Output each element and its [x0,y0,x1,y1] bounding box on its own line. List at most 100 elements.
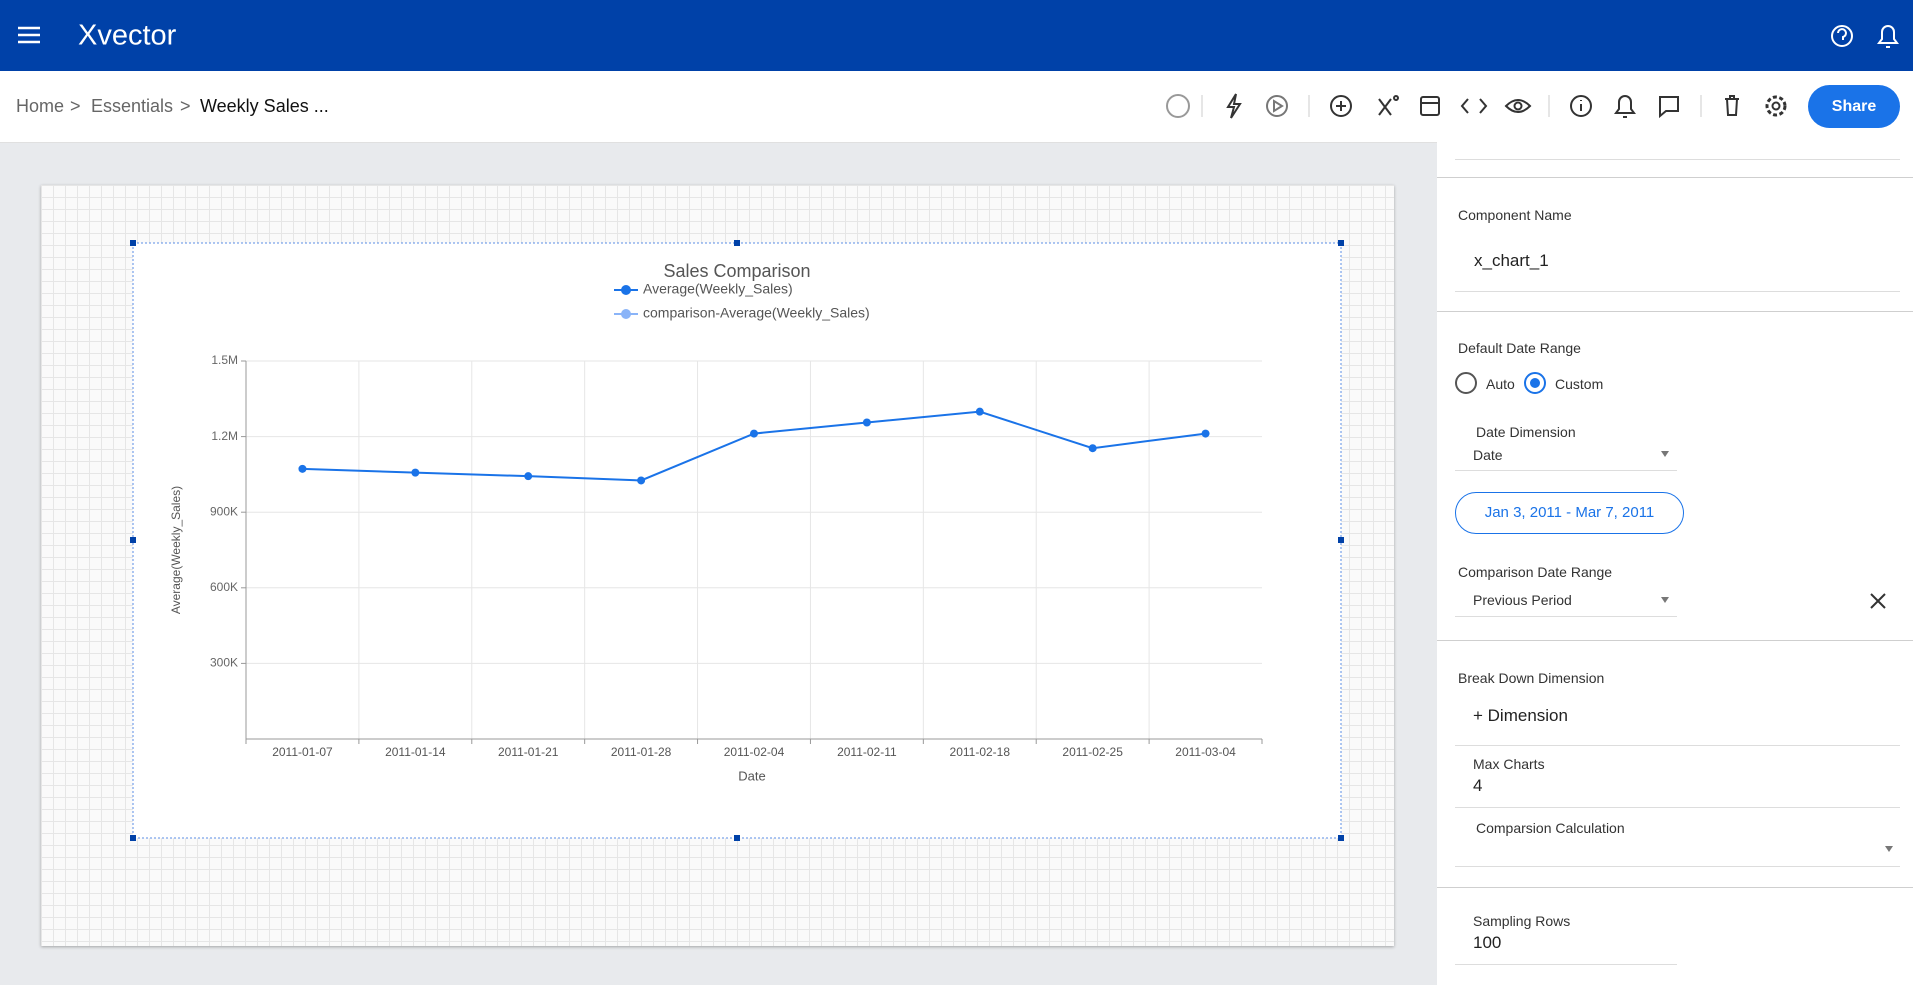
max-charts-input[interactable]: 4 [1473,776,1483,795]
add-button[interactable] [1330,95,1352,117]
y-tick-label: 900K [210,504,238,518]
legend-marker [621,285,631,295]
data-point [975,407,984,416]
divider [1437,640,1913,641]
resize-handle [1338,835,1344,841]
y-tick-label: 300K [210,656,238,670]
input-underline [1455,470,1677,471]
breadcrumb-essentials[interactable]: Essentials [91,96,174,116]
top-bar [0,0,1913,71]
x-tick-label: 2011-02-25 [1062,745,1123,759]
menu-button[interactable] [18,26,40,44]
legend-label: Average(Weekly_Sales) [643,281,793,297]
date-range-button[interactable]: Jan 3, 2011 - Mar 7, 2011 [1455,492,1684,534]
status-icon[interactable] [1166,94,1190,118]
run-button[interactable] [1266,95,1288,117]
resize-handle [130,537,136,543]
data-point [750,429,758,438]
radio-custom-label[interactable]: Custom [1555,376,1604,392]
comparison-date-range-select[interactable]: Previous Period [1473,592,1572,608]
clear-comparison-button[interactable] [1868,591,1888,611]
comparison-date-range-label: Comparison Date Range [1458,564,1613,580]
resize-handle [1338,537,1344,543]
resize-handle [734,240,740,246]
code-button[interactable] [1460,98,1488,114]
toolbar [1166,93,1787,119]
settings-button[interactable] [1765,95,1787,117]
resize-handle [130,835,136,841]
input-underline [1455,745,1900,746]
add-dimension-button[interactable]: + Dimension [1473,706,1568,725]
radio-auto[interactable] [1455,372,1477,394]
data-point [1088,444,1097,453]
radio-custom[interactable] [1524,372,1546,394]
breadcrumb-current: Weekly Sales ... [200,96,329,116]
data-point [411,468,420,477]
y-tick-label: 1.2M [211,429,238,443]
x-tick-label: 2011-03-04 [1175,745,1236,759]
radio-icons [1455,372,1546,394]
date-dimension-select[interactable]: Date [1473,447,1503,463]
data-point [862,418,871,427]
trigger-button[interactable] [1226,93,1242,119]
x-tick-label: 2011-02-04 [724,745,785,759]
component-name-input[interactable]: x_chart_1 [1474,251,1549,270]
legend-marker [621,309,631,319]
comment-button[interactable] [1659,96,1679,119]
breadcrumb-separator: > [70,96,81,116]
divider [1437,177,1913,178]
help-button[interactable] [1831,25,1853,47]
break-down-label: Break Down Dimension [1458,670,1605,686]
preview-button[interactable] [1504,99,1532,113]
input-underline [1455,964,1677,965]
resize-handle [130,240,136,246]
x-tick-label: 2011-01-21 [498,745,559,759]
legend-label: comparison-Average(Weekly_Sales) [643,305,870,321]
data-point [637,476,646,485]
breadcrumb-bar [0,71,1913,143]
y-tick-label: 1.5M [211,353,238,367]
formula-button[interactable] [1378,95,1399,116]
toolbar-separators [1201,95,1702,117]
data-point [1201,429,1210,438]
sampling-rows-input[interactable]: 100 [1473,933,1502,952]
dropdown-arrow[interactable] [1884,844,1896,854]
info-button[interactable] [1570,95,1592,117]
radio-dot [1530,378,1540,388]
input-underline [1455,616,1677,617]
brand[interactable]: Xvector [78,20,177,52]
divider [1455,159,1900,160]
dropdown-arrow [1661,451,1669,457]
chart-title: Sales Comparison [663,261,810,281]
x-axis-label: Date [738,768,765,783]
resize-handle [734,835,740,841]
y-tick-label: 600K [210,580,238,594]
share-button[interactable]: Share [1808,85,1900,128]
sampling-rows-label: Sampling Rows [1473,913,1571,929]
radio-auto-label[interactable]: Auto [1486,376,1515,392]
breadcrumb-home[interactable]: Home [16,96,65,116]
properties-panel [1437,142,1913,985]
x-tick-label: 2011-01-28 [611,745,672,759]
x-tick-label: 2011-02-18 [950,745,1011,759]
x-tick-label: 2011-01-14 [385,745,446,759]
layout-button[interactable] [1420,96,1440,116]
input-underline [1455,807,1900,808]
dropdown-arrow [1661,597,1669,603]
breadcrumb-separator: > [180,96,191,116]
chart: Sales ComparisonAverage(Weekly_Sales)com… [130,240,1344,841]
alert-button[interactable] [1614,95,1636,118]
x-tick-label: 2011-01-07 [272,745,333,759]
data-point [524,472,533,481]
component-name-label: Component Name [1458,207,1572,223]
divider [1437,887,1913,888]
date-dimension-label: Date Dimension [1476,424,1576,440]
notifications-button[interactable] [1877,25,1899,48]
default-date-range-label: Default Date Range [1458,340,1581,356]
top-bar-icons: Xvector [18,20,1899,52]
data-point [298,464,307,473]
delete-button[interactable] [1725,95,1739,116]
input-underline [1455,291,1900,292]
comparison-calculation-label: Comparsion Calculation [1476,820,1625,836]
